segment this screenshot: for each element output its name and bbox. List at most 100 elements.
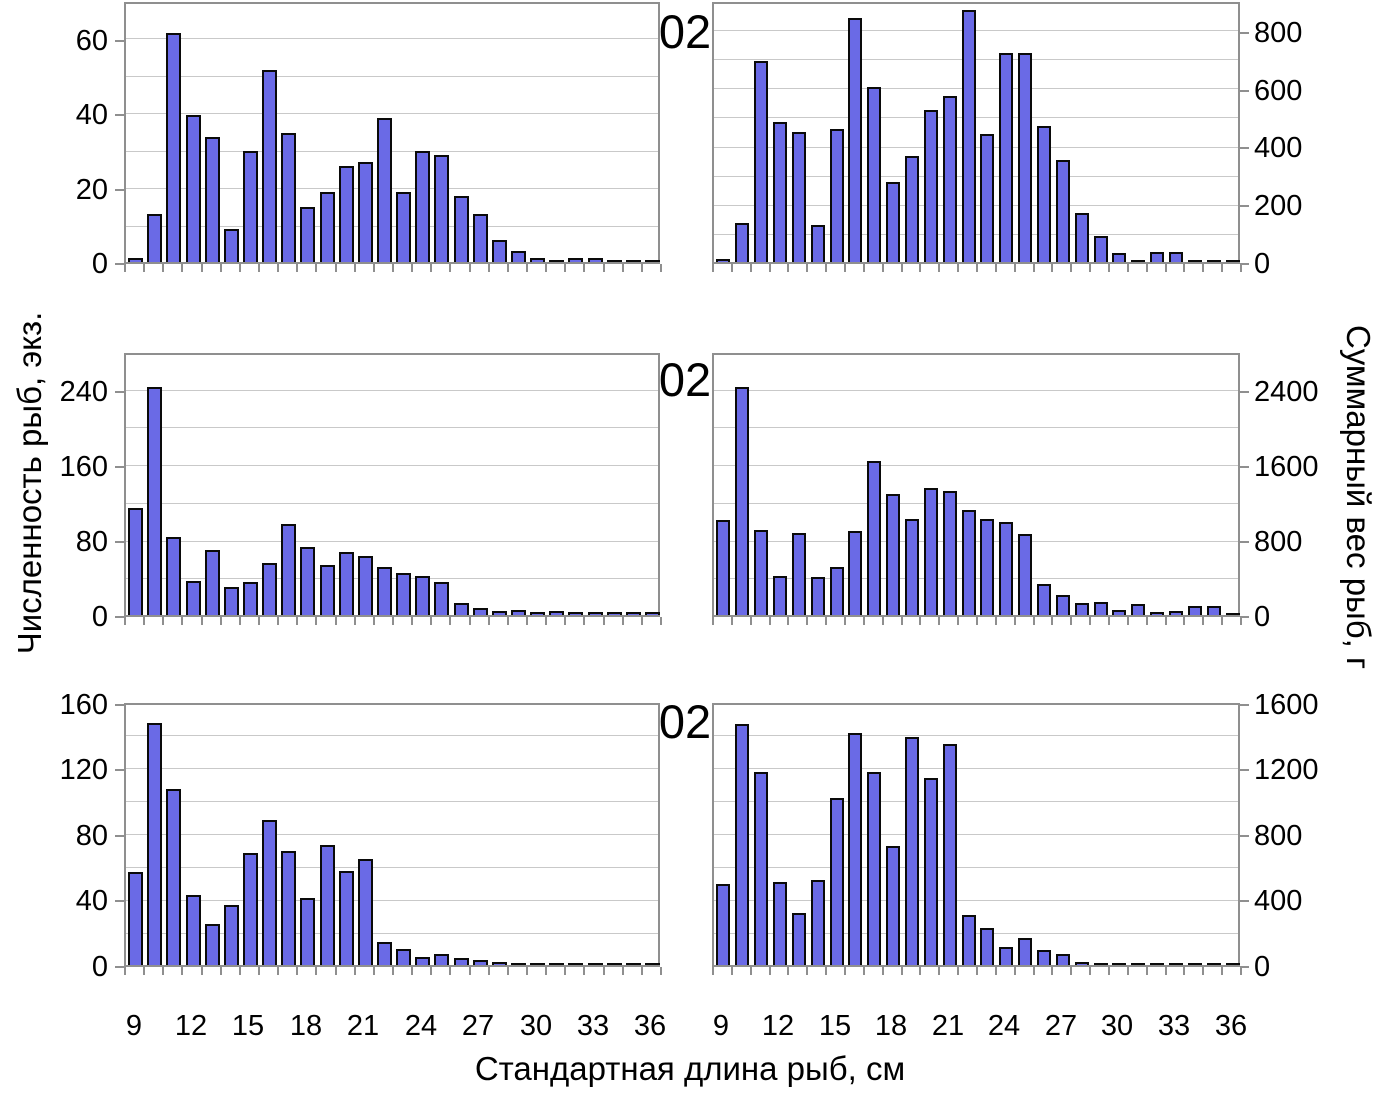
x-tick-mark [258, 264, 260, 272]
gridline [714, 465, 1238, 467]
x-tick-mark [124, 617, 126, 625]
bar-zero [1226, 963, 1240, 965]
y-tick-label: 400 [1254, 885, 1303, 917]
x-tick-mark [1033, 617, 1035, 625]
y-tick-label: 60 [75, 25, 108, 57]
y-tick-mark [1240, 205, 1249, 207]
bar-zero [549, 963, 564, 965]
bar-zero [1131, 260, 1145, 262]
chart-2024-top-right [712, 2, 1240, 264]
x-tick-mark [712, 967, 714, 975]
gridline [126, 578, 658, 580]
x-tick-mark [603, 617, 605, 625]
bar-zero [1169, 963, 1183, 965]
x-tick-mark [603, 264, 605, 272]
y-tick-label: 0 [91, 951, 108, 983]
x-tick-mark [1108, 617, 1110, 625]
y-tick-label: 0 [91, 248, 108, 280]
bar [262, 563, 277, 615]
x-tick-mark [1165, 264, 1167, 272]
x-tick-mark [469, 617, 471, 625]
bar [205, 924, 220, 965]
x-tick-mark [1089, 264, 1091, 272]
x-tick-mark [1221, 264, 1223, 272]
x-tick-label: 9 [712, 1010, 730, 1042]
x-tick-mark [641, 264, 643, 272]
y-tick-label: 80 [75, 526, 108, 558]
gridline [714, 88, 1238, 90]
bar [773, 122, 787, 262]
bar [811, 880, 825, 965]
x-tick-mark [863, 967, 865, 975]
bar [1112, 253, 1126, 262]
bar [754, 61, 768, 262]
x-tick-mark [1108, 967, 1110, 975]
x-tick-mark [411, 264, 413, 272]
x-tick-mark [806, 264, 808, 272]
x-tick-label: 24 [404, 1010, 438, 1042]
gridline [126, 427, 658, 429]
x-tick-mark [258, 967, 260, 975]
bar [1018, 53, 1032, 262]
bar [867, 87, 881, 262]
x-tick-mark [143, 967, 145, 975]
bar [735, 387, 749, 615]
x-tick-mark [1014, 264, 1016, 272]
bar-zero [1207, 260, 1221, 262]
gridline [714, 502, 1238, 504]
y-tick-mark [1240, 966, 1249, 968]
x-tick-mark [411, 967, 413, 975]
y-tick-mark [115, 189, 124, 191]
chart-2023-middle-right [712, 353, 1240, 617]
x-tick-mark [162, 617, 164, 625]
gridline [714, 801, 1238, 802]
y-tick-label: 120 [59, 754, 108, 786]
bar [867, 772, 881, 965]
x-tick-mark [1183, 617, 1185, 625]
bar [243, 151, 258, 262]
x-tick-mark [901, 967, 903, 975]
bar-zero [626, 963, 641, 965]
bar [980, 928, 994, 965]
x-tick-mark [901, 617, 903, 625]
x-tick-mark [622, 264, 624, 272]
x-tick-mark [583, 264, 585, 272]
bar [830, 129, 844, 262]
bar [848, 733, 862, 965]
bar [1056, 595, 1070, 615]
bar [962, 915, 976, 965]
bar [224, 587, 239, 615]
bar [339, 166, 354, 262]
bar [205, 137, 220, 262]
x-tick-mark [1202, 617, 1204, 625]
x-tick-mark [995, 967, 997, 975]
bar [511, 610, 526, 615]
bar-zero [1188, 260, 1202, 262]
chart-2022-bottom-right [712, 703, 1240, 967]
x-tick-label: 18 [874, 1010, 908, 1042]
x-tick-mark [1070, 967, 1072, 975]
x-tick-mark [1240, 617, 1242, 625]
bar [492, 240, 507, 262]
bar [886, 846, 900, 965]
bar [243, 853, 258, 965]
y-tick-label: 1600 [1254, 451, 1319, 483]
x-tick-mark [181, 617, 183, 625]
bar [1037, 126, 1051, 262]
x-tick-mark [825, 617, 827, 625]
gridline [126, 113, 658, 115]
x-tick-mark [373, 967, 375, 975]
x-tick-label: 36 [1214, 1010, 1248, 1042]
y-tick-mark [115, 391, 124, 393]
y-tick-mark [115, 40, 124, 42]
x-tick-mark [769, 967, 771, 975]
bar [626, 612, 641, 615]
bar [473, 608, 488, 615]
x-tick-mark [882, 617, 884, 625]
y-tick-mark [115, 704, 124, 706]
bar [396, 192, 411, 262]
x-tick-mark [526, 264, 528, 272]
y-tick-mark [1240, 541, 1249, 543]
y-tick-label: 400 [1254, 132, 1303, 164]
x-tick-mark [201, 967, 203, 975]
